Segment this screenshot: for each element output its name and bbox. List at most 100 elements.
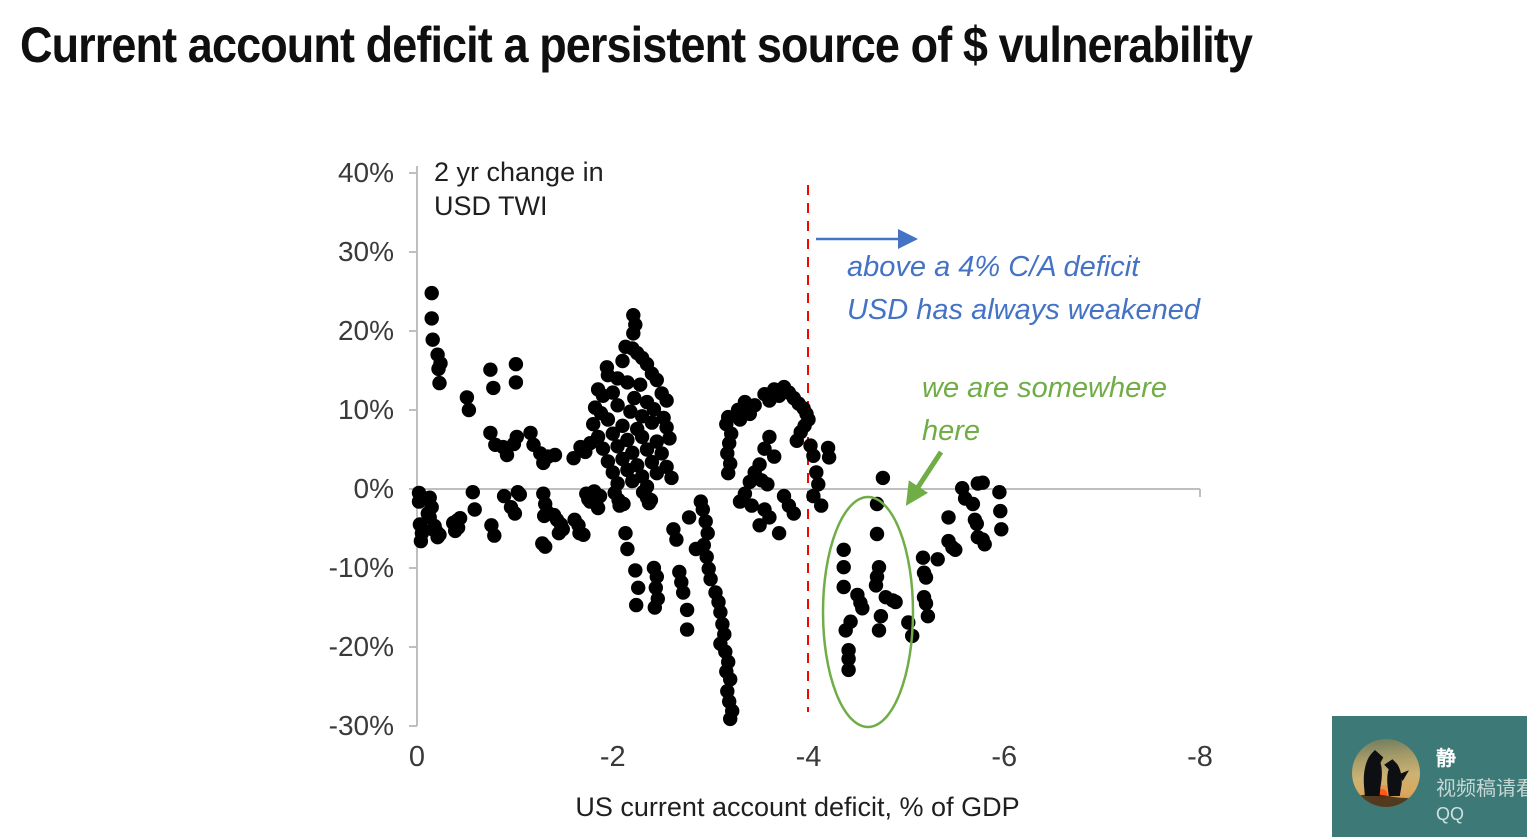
data-point — [551, 526, 567, 541]
annotation-blue-line1: above a 4% C/A deficit — [847, 251, 1140, 283]
data-point — [918, 570, 934, 585]
data-point — [461, 402, 477, 418]
annotation-blue: above a 4% C/A deficit USD has always we… — [847, 246, 1200, 332]
data-point — [873, 609, 889, 624]
app-name: QQ — [1436, 804, 1465, 824]
data-point — [836, 560, 851, 575]
data-point — [695, 502, 710, 517]
data-point — [620, 541, 635, 557]
x-tick-label: -4 — [795, 741, 822, 773]
penguins-avatar-image — [1352, 750, 1420, 807]
data-point — [625, 473, 640, 489]
data-point — [620, 462, 635, 478]
data-point — [918, 596, 934, 611]
annotation-blue-line2: USD has always weakened — [847, 294, 1201, 326]
data-point — [483, 425, 498, 441]
x-tick-label: -8 — [1187, 741, 1213, 773]
data-point — [615, 353, 630, 369]
data-point — [723, 711, 738, 727]
data-point — [586, 417, 601, 432]
data-point — [424, 285, 439, 301]
data-point — [523, 425, 538, 441]
data-point — [499, 447, 515, 463]
y-tick-label: 0% — [353, 473, 394, 504]
annotation-green-line2: here — [922, 415, 981, 447]
x-axis-title: US current account deficit, % of GDP — [575, 792, 1020, 822]
data-point — [631, 580, 646, 595]
y-tick-label: -30% — [328, 710, 394, 741]
data-point — [506, 436, 522, 452]
data-point — [427, 518, 442, 534]
data-point — [634, 429, 650, 445]
data-point — [681, 510, 697, 525]
data-point — [644, 415, 660, 430]
data-point — [413, 533, 429, 549]
data-point — [836, 542, 851, 557]
data-point — [841, 662, 856, 678]
data-point — [977, 537, 992, 552]
data-point — [789, 433, 804, 448]
data-point — [600, 454, 616, 469]
data-point — [448, 523, 463, 539]
data-point — [703, 571, 718, 587]
data-point — [648, 580, 663, 595]
data-point — [649, 372, 664, 388]
data-point — [595, 388, 611, 403]
y-tick-label: -20% — [328, 631, 394, 662]
avatar — [1352, 739, 1420, 807]
data-point — [821, 450, 837, 465]
x-tick-label: 0 — [408, 741, 426, 773]
data-point — [875, 470, 891, 486]
annotation-green-line1: we are somewhere — [922, 372, 1167, 404]
data-point — [647, 600, 662, 615]
data-point — [732, 494, 748, 509]
y-tick-label: 30% — [337, 236, 394, 267]
data-point — [786, 506, 801, 521]
data-point — [616, 496, 631, 512]
data-point — [605, 465, 620, 480]
data-point — [639, 442, 655, 457]
data-point — [806, 448, 821, 463]
y-axis-note: 2 yr change in USD TWI — [434, 155, 604, 223]
data-point — [487, 528, 502, 543]
data-point — [836, 579, 851, 595]
data-point — [628, 563, 643, 578]
data-point — [425, 332, 440, 347]
data-point — [806, 488, 821, 504]
qq-notification-widget[interactable]: 静 视频稿请看 QQ — [1332, 716, 1527, 837]
data-point — [771, 526, 787, 541]
data-point — [742, 474, 757, 490]
y-tick-label: -10% — [328, 552, 394, 583]
data-point — [679, 622, 695, 637]
data-point — [699, 549, 714, 565]
data-point — [915, 550, 931, 565]
data-point — [496, 488, 512, 504]
data-point — [662, 431, 677, 446]
data-point — [841, 651, 856, 667]
x-tick-label: -2 — [599, 741, 626, 773]
data-point — [994, 522, 1009, 537]
data-point — [508, 375, 524, 390]
data-point — [623, 404, 638, 419]
data-point — [412, 517, 428, 532]
data-point — [760, 477, 775, 492]
data-point — [698, 514, 713, 529]
data-point — [679, 602, 695, 618]
data-point — [814, 498, 829, 513]
data-point — [618, 526, 633, 541]
data-point — [590, 429, 606, 445]
green-arrow-icon — [905, 450, 944, 506]
data-point — [868, 578, 884, 593]
data-point — [646, 402, 662, 417]
data-point — [483, 362, 498, 377]
data-point — [590, 500, 606, 516]
data-point — [811, 477, 826, 492]
data-point — [941, 510, 956, 525]
data-point — [615, 418, 630, 433]
data-point — [512, 487, 527, 502]
data-point — [888, 594, 903, 610]
data-point — [508, 357, 524, 372]
data-point — [627, 390, 642, 406]
data-point — [432, 375, 447, 391]
